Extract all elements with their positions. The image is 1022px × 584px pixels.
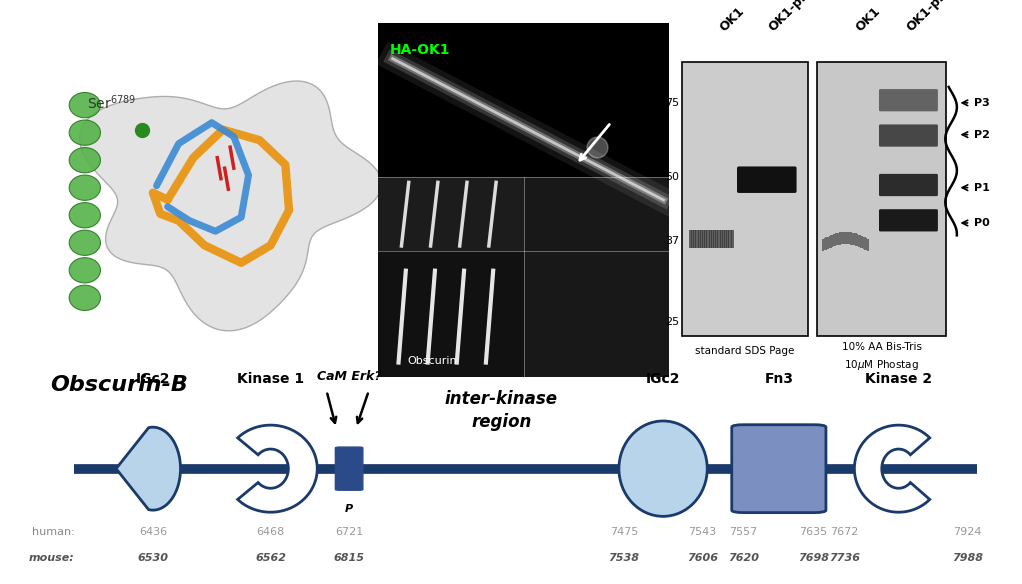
Bar bbox=[706, 230, 709, 248]
Bar bbox=[826, 237, 827, 250]
Text: 7698: 7698 bbox=[798, 553, 829, 563]
Ellipse shape bbox=[69, 230, 100, 255]
Text: IGc2: IGc2 bbox=[136, 372, 170, 386]
Text: Kinase 1: Kinase 1 bbox=[237, 372, 305, 386]
Ellipse shape bbox=[69, 258, 100, 283]
Text: 7538: 7538 bbox=[608, 553, 640, 563]
Text: IGc2: IGc2 bbox=[646, 372, 681, 386]
Bar bbox=[853, 233, 855, 245]
Polygon shape bbox=[80, 81, 381, 331]
Bar bbox=[866, 238, 868, 251]
Bar bbox=[865, 237, 866, 250]
Bar bbox=[858, 235, 860, 247]
Text: OK1: OK1 bbox=[853, 4, 883, 34]
Polygon shape bbox=[238, 425, 317, 512]
Text: 6721: 6721 bbox=[335, 527, 363, 537]
Ellipse shape bbox=[69, 175, 100, 200]
Bar bbox=[691, 230, 694, 248]
Text: standard SDS Page: standard SDS Page bbox=[695, 346, 795, 356]
Text: P3: P3 bbox=[974, 98, 989, 108]
FancyBboxPatch shape bbox=[879, 124, 938, 147]
Text: 6815: 6815 bbox=[333, 553, 365, 563]
Bar bbox=[719, 230, 723, 248]
Text: 6436: 6436 bbox=[139, 527, 167, 537]
Text: 7924: 7924 bbox=[953, 527, 981, 537]
Bar bbox=[722, 230, 725, 248]
Bar bbox=[868, 239, 869, 251]
Text: 7606: 7606 bbox=[687, 553, 717, 563]
Bar bbox=[842, 232, 844, 244]
Text: 75: 75 bbox=[665, 98, 679, 108]
Text: 6468: 6468 bbox=[257, 527, 285, 537]
Ellipse shape bbox=[619, 421, 707, 516]
Bar bbox=[729, 230, 732, 248]
Bar bbox=[708, 230, 711, 248]
Text: P2: P2 bbox=[974, 130, 989, 140]
Bar bbox=[378, 177, 524, 251]
Text: 7620: 7620 bbox=[728, 553, 759, 563]
Text: OK1: OK1 bbox=[717, 4, 747, 34]
Text: 6530: 6530 bbox=[137, 553, 169, 563]
Text: Kinase 2: Kinase 2 bbox=[865, 372, 932, 386]
Text: 7475: 7475 bbox=[610, 527, 638, 537]
Bar bbox=[710, 230, 714, 248]
Text: P0: P0 bbox=[974, 218, 989, 228]
Bar bbox=[695, 230, 699, 248]
Bar bbox=[717, 230, 721, 248]
Text: 10% AA Bis-Tris: 10% AA Bis-Tris bbox=[842, 342, 922, 352]
FancyBboxPatch shape bbox=[879, 209, 938, 231]
Bar bbox=[841, 232, 842, 245]
Ellipse shape bbox=[69, 92, 100, 118]
Text: Fn3: Fn3 bbox=[764, 372, 793, 386]
Text: 7543: 7543 bbox=[688, 527, 716, 537]
Text: Obscurin: Obscurin bbox=[407, 356, 457, 366]
FancyBboxPatch shape bbox=[737, 166, 796, 193]
Text: P: P bbox=[345, 504, 354, 514]
Bar bbox=[862, 236, 863, 248]
Bar bbox=[698, 230, 701, 248]
Text: 7672: 7672 bbox=[831, 527, 858, 537]
Text: P1: P1 bbox=[974, 183, 989, 193]
Bar bbox=[827, 237, 829, 249]
Bar bbox=[693, 230, 696, 248]
Text: 7736: 7736 bbox=[829, 553, 861, 563]
Text: 7988: 7988 bbox=[951, 553, 983, 563]
Bar bbox=[683, 62, 807, 336]
Bar bbox=[832, 235, 833, 247]
Bar bbox=[835, 234, 836, 246]
Text: human:: human: bbox=[32, 527, 75, 537]
Text: 7557: 7557 bbox=[730, 527, 757, 537]
Bar bbox=[715, 230, 718, 248]
FancyBboxPatch shape bbox=[732, 425, 826, 513]
Bar bbox=[833, 234, 835, 246]
Text: inter-kinase
region: inter-kinase region bbox=[445, 390, 558, 431]
Text: 50: 50 bbox=[665, 172, 679, 182]
Bar bbox=[852, 232, 853, 245]
Bar bbox=[823, 239, 824, 251]
Bar bbox=[727, 230, 730, 248]
Text: 7635: 7635 bbox=[799, 527, 827, 537]
Text: 6562: 6562 bbox=[256, 553, 286, 563]
Text: OK1-ps: OK1-ps bbox=[766, 0, 810, 34]
FancyBboxPatch shape bbox=[335, 447, 363, 490]
Polygon shape bbox=[117, 427, 181, 510]
Text: 25: 25 bbox=[665, 317, 679, 327]
Ellipse shape bbox=[69, 203, 100, 228]
Bar bbox=[856, 234, 858, 246]
Bar bbox=[702, 230, 705, 248]
Bar bbox=[700, 230, 703, 248]
Text: Obscurin-B: Obscurin-B bbox=[50, 376, 188, 395]
Bar bbox=[836, 233, 838, 245]
Bar bbox=[850, 232, 852, 245]
Bar bbox=[731, 230, 734, 248]
Bar bbox=[824, 238, 826, 251]
Bar bbox=[830, 235, 832, 248]
Bar bbox=[724, 230, 728, 248]
Ellipse shape bbox=[69, 148, 100, 173]
Text: CaM Erk?: CaM Erk? bbox=[317, 370, 381, 383]
Bar bbox=[848, 232, 850, 245]
Bar bbox=[839, 232, 841, 245]
Bar bbox=[713, 230, 716, 248]
Bar bbox=[818, 62, 946, 336]
